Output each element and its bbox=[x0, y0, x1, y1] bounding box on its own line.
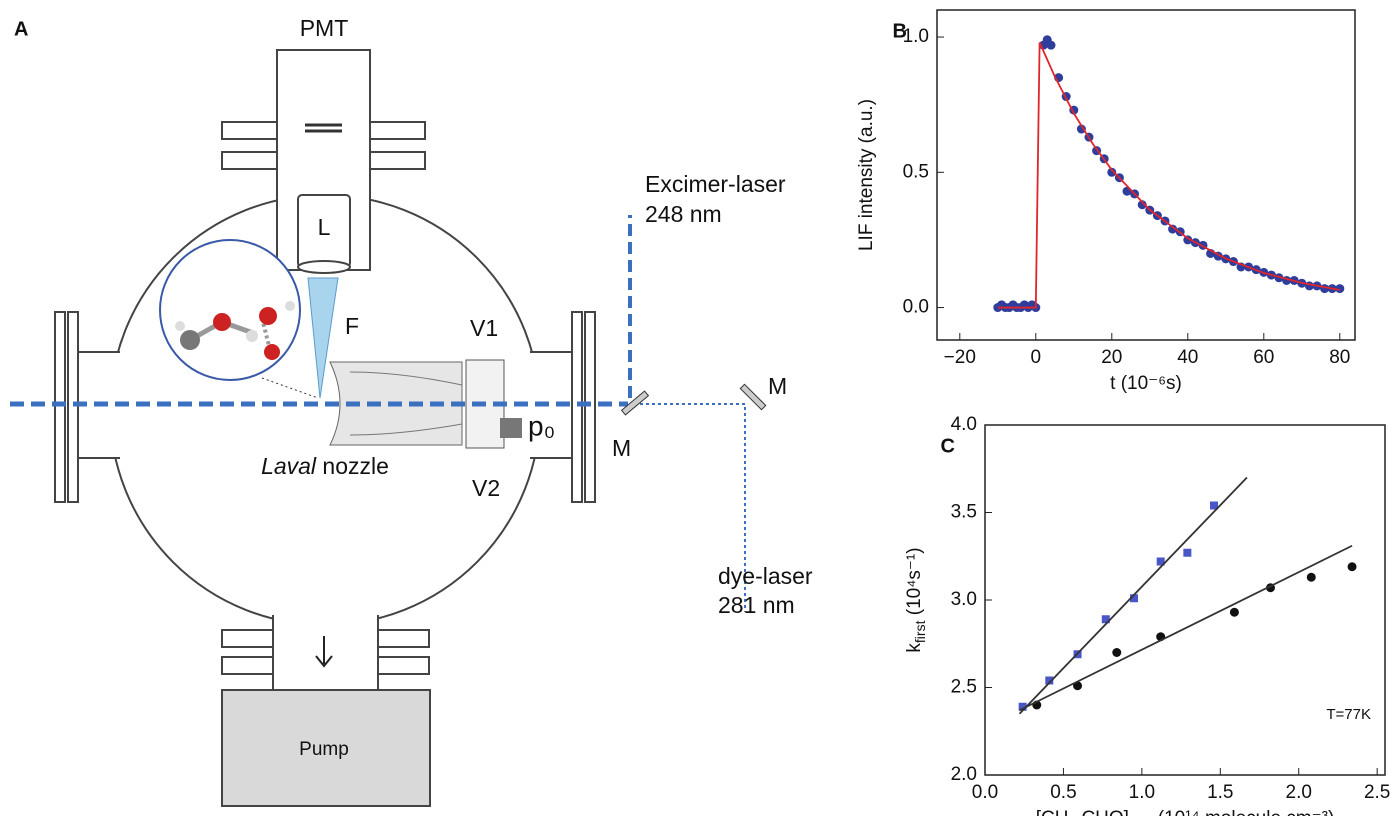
label: nozzle bbox=[316, 453, 389, 479]
label: Laval bbox=[261, 453, 317, 479]
label: V2 bbox=[472, 475, 500, 501]
fit-line bbox=[997, 42, 1340, 309]
label: M bbox=[612, 435, 631, 461]
data-point bbox=[1112, 648, 1122, 657]
dye-beam bbox=[640, 403, 746, 612]
panel-label: A bbox=[14, 18, 28, 40]
x-axis-label: [CH₃ CHO]ₜ₌₀ (10¹⁴ molecule cm⁻³) bbox=[1036, 808, 1335, 816]
inset-pointer bbox=[261, 377, 319, 399]
nozzle-contour bbox=[349, 371, 463, 436]
y-tick-label: 3.0 bbox=[951, 589, 977, 610]
chart: B −20 0 20 40 60 80 0.0 0.5 1.0 t (10⁻⁶s) LIF inten… bbox=[856, 9, 1356, 394]
y-axis-label-part: k bbox=[904, 643, 925, 653]
x-axis-label: t (10⁻⁶s) bbox=[1110, 373, 1182, 394]
data-point bbox=[1306, 572, 1316, 582]
data-point bbox=[1045, 676, 1054, 685]
data-point bbox=[1137, 200, 1147, 210]
y-tick-label: 0.0 bbox=[903, 297, 929, 318]
data-point bbox=[1210, 501, 1219, 510]
fluorescence-cone bbox=[307, 277, 339, 399]
port-gap bbox=[274, 595, 378, 635]
mirror bbox=[739, 383, 767, 411]
label: PMT bbox=[300, 15, 349, 41]
data-point bbox=[1183, 548, 1192, 557]
chart: C 0.0 0.5 1.0 1.5 2.0 2.5 2.0 2.5 3.0 3.5 4.0 [CH₃ C… bbox=[904, 414, 1390, 816]
x-tick-label: 0.5 bbox=[1050, 782, 1076, 803]
x-tick-label: 60 bbox=[1253, 347, 1274, 368]
x-tick-label: 40 bbox=[1177, 347, 1198, 368]
y-tick-label: 2.5 bbox=[951, 677, 977, 698]
y-tick-label: 1.0 bbox=[903, 26, 929, 47]
data-point bbox=[1101, 615, 1110, 624]
data-point bbox=[1076, 124, 1086, 134]
label: F bbox=[345, 313, 359, 339]
label: L bbox=[318, 214, 331, 240]
y-axis-label-sub: first bbox=[912, 620, 928, 643]
data-point bbox=[1107, 167, 1117, 177]
panel-label: C bbox=[941, 435, 955, 457]
data-point bbox=[1335, 284, 1345, 294]
data-point bbox=[1229, 607, 1239, 617]
plot-frame bbox=[984, 424, 1386, 776]
y-axis-label: LIF intensity (a.u.) bbox=[856, 99, 877, 251]
x-tick-label: 2.5 bbox=[1364, 782, 1390, 803]
data-point bbox=[1130, 594, 1139, 603]
x-tick-label: 1.5 bbox=[1207, 782, 1233, 803]
fit-line bbox=[1018, 476, 1248, 715]
mirror bbox=[620, 390, 650, 416]
x-tick-label: 0 bbox=[1031, 347, 1042, 368]
label: V1 bbox=[470, 315, 498, 341]
label: dye-laser bbox=[718, 563, 813, 589]
x-tick-label: 20 bbox=[1101, 347, 1122, 368]
x-tick-label: 80 bbox=[1329, 347, 1350, 368]
panel-label: B bbox=[893, 20, 907, 42]
label: Laval nozzle bbox=[261, 453, 389, 479]
charts: B −20 0 20 40 60 80 0.0 0.5 1.0 t (10⁻⁶s) LIF inten… bbox=[856, 9, 1390, 816]
x-tick-label: 1.0 bbox=[1129, 782, 1155, 803]
molecule-inset bbox=[159, 239, 301, 381]
x-tick-label: 0.0 bbox=[972, 782, 998, 803]
data-point bbox=[1347, 562, 1357, 572]
y-tick-label: 0.5 bbox=[903, 161, 929, 182]
y-tick-label: 3.5 bbox=[951, 502, 977, 523]
label: p₀ bbox=[528, 410, 555, 441]
apparatus-diagram: A PMT L F V1 V2 p₀ Laval nozzle Excimer-… bbox=[10, 15, 813, 807]
ports bbox=[54, 49, 596, 690]
y-axis-label: kfirst (10⁴s⁻¹) bbox=[904, 547, 928, 652]
molecule bbox=[175, 301, 295, 360]
label: Pump bbox=[299, 739, 349, 760]
fit-line bbox=[1019, 544, 1353, 712]
pressure-gauge bbox=[500, 418, 522, 438]
x-tick-label: −20 bbox=[944, 347, 976, 368]
label: M bbox=[768, 373, 787, 399]
pump-box bbox=[221, 689, 431, 807]
annotation: T=77K bbox=[1326, 706, 1371, 723]
y-tick-label: 4.0 bbox=[951, 414, 977, 435]
x-tick-label: 2.0 bbox=[1286, 782, 1312, 803]
data-point bbox=[1156, 557, 1165, 566]
label: 248 nm bbox=[645, 201, 722, 227]
plot-frame bbox=[936, 9, 1356, 341]
data-point bbox=[1018, 702, 1027, 711]
y-tick-label: 2.0 bbox=[951, 764, 977, 785]
label: 281 nm bbox=[718, 592, 795, 618]
flow-arrow bbox=[315, 636, 333, 668]
data-point bbox=[1046, 40, 1056, 50]
label: Excimer-laser bbox=[645, 171, 786, 197]
y-axis-label-part: (10⁴s⁻¹) bbox=[904, 547, 925, 620]
data-point bbox=[1168, 224, 1178, 234]
